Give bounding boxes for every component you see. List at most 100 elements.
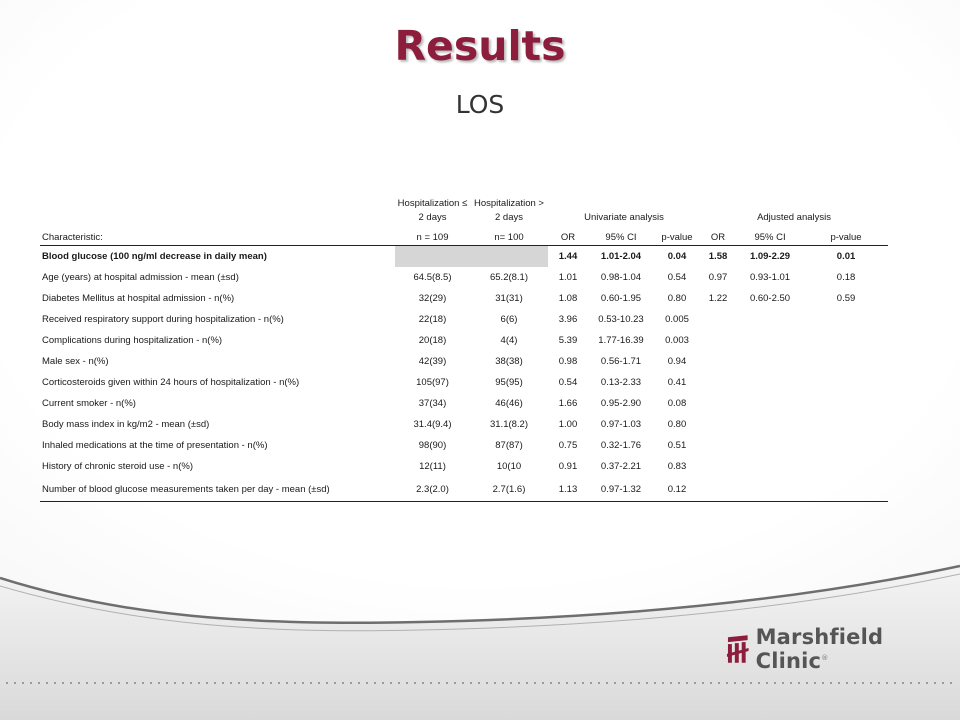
table-cell: Received respiratory support during hosp…	[42, 314, 284, 325]
table-cell: 22(18)	[418, 314, 447, 325]
table-row: Complications during hospitalization - n…	[40, 330, 888, 351]
table-cell: 0.01	[836, 251, 856, 262]
table-cell: 0.60-2.50	[749, 293, 791, 304]
table-cell	[700, 435, 736, 456]
column-header: n = 109	[395, 229, 470, 246]
table-cell: 0.12	[654, 477, 701, 502]
table-cell: Inhaled medications at the time of prese…	[42, 440, 268, 451]
hosp-le-header: Hospitalization ≤2 days	[397, 197, 468, 224]
table-cell: 2.7(1.6)	[470, 477, 548, 502]
table-cell: Blood glucose (100 ng/ml decrease in dai…	[42, 251, 267, 262]
table-row: Body mass index in kg/m2 - mean (±sd) 31…	[40, 414, 888, 435]
column-header-row: Characteristic: n = 109 n= 100 OR 95% CI…	[40, 229, 889, 246]
registered-mark: ®	[821, 654, 829, 662]
column-header: p-value	[804, 229, 889, 246]
adjusted-header: Adjusted analysis	[757, 212, 831, 224]
table-cell: 0.98	[558, 356, 578, 367]
table-row: Male sex - n(%) 42(39) 38(38) 0.98 0.56-…	[40, 351, 888, 372]
table-cell: Body mass index in kg/m2 - mean (±sd)	[42, 419, 210, 430]
table-cell: 1.77-16.39	[598, 335, 644, 346]
table-cell	[736, 309, 804, 330]
table-cell: 0.80	[667, 419, 687, 430]
table-row: Received respiratory support during hosp…	[40, 309, 888, 330]
table-cell: 20(18)	[418, 335, 447, 346]
table-cell	[700, 414, 736, 435]
table-cell: 0.97-1.03	[600, 419, 642, 430]
table-cell: 0.32-1.76	[600, 440, 642, 451]
table-cell	[736, 351, 804, 372]
table-cell: 1.00	[558, 419, 578, 430]
hosp-gt-header: Hospitalization >2 days	[474, 197, 544, 224]
table-cell: 0.04	[667, 251, 687, 262]
table-cell	[804, 393, 888, 414]
table-cell: 32(29)	[418, 293, 447, 304]
table-row: History of chronic steroid use - n(%) 12…	[40, 456, 888, 477]
table-cell: 0.95-2.90	[600, 398, 642, 409]
column-header: p-value	[654, 229, 701, 246]
table-cell	[736, 456, 804, 477]
univariate-header: Univariate analysis	[584, 212, 664, 224]
table-cell: 0.08	[667, 398, 687, 409]
table-cell	[736, 372, 804, 393]
logo-wordmark: Marshfield Clinic®	[755, 625, 884, 673]
table-cell: 0.97-1.32	[588, 477, 654, 502]
table-row: Blood glucose (100 ng/ml decrease in dai…	[40, 245, 888, 267]
table-cell	[804, 435, 888, 456]
table-cell	[736, 477, 805, 502]
table-cell: 1.58	[708, 251, 728, 262]
table-cell	[700, 372, 736, 393]
table-cell: 0.56-1.71	[600, 356, 642, 367]
table-cell: 0.13-2.33	[600, 377, 642, 388]
results-table: Hospitalization ≤2 days Hospitalization …	[40, 190, 889, 502]
table-cell: 1.09-2.29	[749, 251, 791, 262]
table-cell	[804, 330, 888, 351]
table-cell	[736, 435, 804, 456]
table-cell: 0.97	[708, 272, 728, 283]
table-cell: 42(39)	[418, 356, 447, 367]
marshfield-clinic-logo: Marshfield Clinic®	[726, 625, 960, 673]
table-cell: 1.08	[558, 293, 578, 304]
table-cell: 87(87)	[495, 440, 523, 451]
table-cell	[736, 393, 804, 414]
table-cell: 38(38)	[495, 356, 523, 367]
table-cell: 1.01-2.04	[600, 251, 642, 262]
table-cell: 0.54	[558, 377, 578, 388]
table-row: Corticosteroids given within 24 hours of…	[40, 372, 888, 393]
table-cell	[736, 414, 804, 435]
table-cell: 64.5(8.5)	[413, 272, 452, 283]
table-cell: Current smoker - n(%)	[42, 398, 136, 409]
table-cell: 31.4(9.4)	[413, 419, 452, 430]
table-cell: 0.003	[665, 335, 689, 346]
table-cell: Complications during hospitalization - n…	[42, 335, 223, 346]
group-header-row: Hospitalization ≤2 days Hospitalization …	[40, 190, 888, 229]
table-row: Number of blood glucose measurements tak…	[40, 477, 889, 502]
table-cell: 5.39	[558, 335, 578, 346]
column-header: 95% CI	[736, 229, 805, 246]
table-cell: Male sex - n(%)	[42, 356, 109, 367]
table-cell: Diabetes Mellitus at hospital admission …	[42, 293, 235, 304]
table-cell: 3.96	[558, 314, 578, 325]
column-header: OR	[700, 229, 737, 246]
table-cell: 0.53-10.23	[598, 314, 644, 325]
table-row: Age (years) at hospital admission - mean…	[40, 267, 888, 288]
table-cell	[804, 309, 888, 330]
table-cell: 31.1(8.2)	[489, 419, 529, 430]
table-cell	[804, 477, 889, 502]
table-cell: 0.75	[558, 440, 578, 451]
table-cell	[736, 330, 804, 351]
table-cell	[395, 245, 470, 267]
slide-subtitle: LOS	[455, 90, 505, 119]
table-cell: 12(11)	[419, 461, 446, 472]
table-cell: 0.41	[667, 377, 687, 388]
table-cell: 0.83	[667, 461, 687, 472]
table-cell: 1.13	[548, 477, 588, 502]
table-row: Inhaled medications at the time of prese…	[40, 435, 888, 456]
table-cell: 98(90)	[418, 440, 447, 451]
table-cell: 1.66	[558, 398, 578, 409]
table-cell	[700, 330, 736, 351]
table-cell: 1.44	[558, 251, 578, 262]
slide-title: Results	[394, 22, 566, 70]
table-cell: 6(6)	[500, 314, 518, 325]
table-cell: 37(34)	[418, 398, 447, 409]
table-cell: 0.80	[667, 293, 687, 304]
